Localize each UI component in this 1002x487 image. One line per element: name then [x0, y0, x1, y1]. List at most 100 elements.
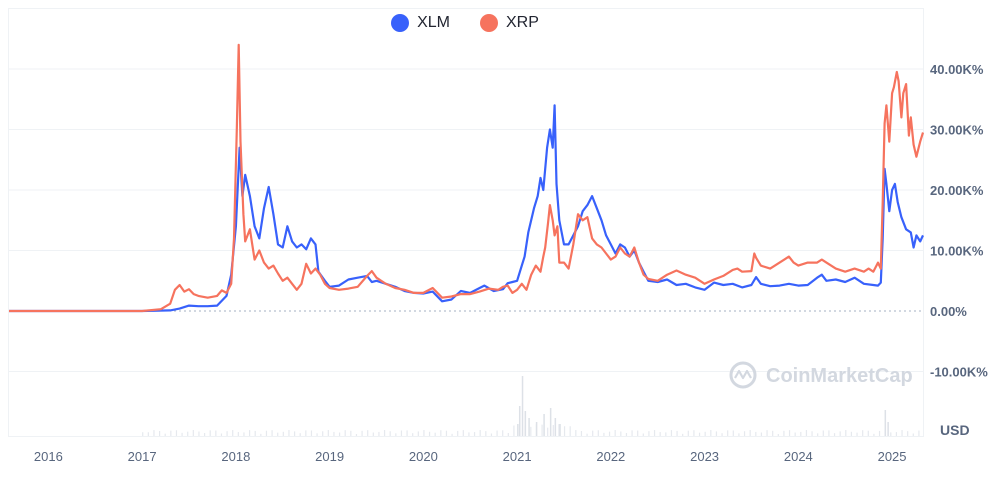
volume-bar — [817, 433, 819, 436]
volume-bar — [367, 430, 369, 436]
volume-bar — [198, 431, 200, 436]
volume-bar — [361, 430, 363, 436]
volume-bar — [389, 431, 391, 436]
series-lines — [9, 43, 925, 313]
legend-label-xrp: XRP — [506, 14, 539, 31]
x-tick-label: 2025 — [878, 449, 907, 464]
volume-bar — [187, 431, 189, 436]
volume-bar — [479, 430, 481, 436]
volume-bar — [833, 433, 836, 436]
volume-bar — [693, 430, 695, 436]
volume-bar — [282, 431, 284, 436]
volume-bar — [428, 431, 431, 436]
volume-bar — [142, 432, 144, 436]
volume-bar — [788, 430, 791, 436]
volume-bar — [468, 432, 470, 436]
volume-bar — [563, 426, 566, 436]
watermark-text: CoinMarketCap — [766, 365, 913, 387]
series-line-xrp — [9, 43, 925, 313]
volume-bar — [547, 427, 549, 436]
volume-bar — [220, 433, 223, 436]
volume-bar — [378, 431, 380, 436]
volume-bar — [528, 418, 530, 436]
currency-label: USD — [940, 422, 970, 438]
volume-bar — [682, 433, 684, 436]
volume-bar — [890, 432, 892, 436]
x-tick-label: 2021 — [503, 449, 532, 464]
volume-bar — [175, 430, 178, 436]
volume-bar — [327, 430, 329, 436]
volume-bar — [794, 432, 796, 436]
volume-bar — [473, 432, 476, 436]
volume-bar — [462, 430, 464, 436]
x-tick-label: 2018 — [221, 449, 250, 464]
volume-bar — [543, 414, 545, 436]
x-tick-label: 2017 — [128, 449, 157, 464]
volume-bar — [811, 431, 813, 436]
legend-dot-xlm — [391, 14, 410, 32]
volume-bar — [383, 430, 386, 436]
volume-bar — [417, 431, 419, 436]
volume-bar — [895, 432, 898, 436]
volume-bar — [338, 432, 341, 436]
volume-bar — [554, 418, 557, 436]
volume-bar — [676, 430, 678, 436]
volume-bar — [721, 433, 723, 436]
volume-bar — [344, 430, 346, 436]
x-axis-tick-labels: 2016 2017 2018 2019 2020 2021 2022 2023 2024 2025 — [34, 449, 907, 464]
volume-bar — [620, 431, 622, 436]
legend-item-xrp[interactable]: XRP — [480, 14, 539, 32]
volume-bar — [423, 430, 425, 436]
volume-bar — [755, 431, 757, 436]
volume-bar — [710, 430, 712, 436]
volume-bar — [372, 432, 374, 436]
volume-bar — [738, 433, 740, 436]
volume-bar — [918, 430, 920, 436]
volume-bar — [232, 430, 234, 436]
x-tick-label: 2019 — [315, 449, 344, 464]
volume-bar — [209, 430, 211, 436]
volume-bar — [248, 430, 251, 436]
volume-bar — [518, 406, 521, 436]
volume-bar — [884, 410, 887, 436]
volume-bar — [434, 432, 436, 436]
volume-bar — [901, 430, 903, 436]
volume-bar — [743, 431, 746, 436]
volume-bar — [845, 430, 847, 436]
legend-dot-xrp — [480, 14, 498, 32]
y-tick-label: 10.00K% — [930, 244, 984, 259]
plot-frame — [8, 8, 924, 437]
x-tick-label: 2020 — [409, 449, 438, 464]
legend-item-xlm[interactable]: XLM — [391, 14, 450, 32]
volume-bar — [153, 430, 155, 436]
volume-bar — [316, 433, 318, 436]
coinmarketcap-logo-icon — [729, 361, 757, 389]
volume-bar — [507, 432, 509, 436]
volume-bar — [856, 432, 858, 436]
volume-bar — [637, 430, 639, 436]
volume-bar — [517, 424, 519, 436]
watermark: CoinMarketCap — [729, 361, 913, 389]
volume-bar — [760, 432, 763, 436]
volume-bar — [665, 432, 667, 436]
volume-bar — [333, 431, 335, 436]
volume-bar — [485, 431, 487, 436]
volume-bar — [490, 433, 493, 436]
volume-bar — [670, 430, 673, 436]
volume-bar — [597, 430, 599, 436]
volume-bar — [777, 433, 779, 436]
y-tick-label: -10.00K% — [930, 365, 988, 380]
y-tick-label: 0.00% — [930, 304, 967, 319]
volume-bar — [558, 424, 560, 436]
volume-bar — [237, 432, 239, 436]
volume-bar — [800, 431, 802, 436]
volume-bar — [592, 430, 594, 436]
volume-bar — [687, 430, 689, 436]
volume-bar — [158, 431, 161, 436]
volume-bar — [580, 431, 583, 436]
volume-bar — [502, 430, 504, 436]
volume-bar — [586, 433, 588, 436]
volume-bar — [878, 430, 881, 436]
